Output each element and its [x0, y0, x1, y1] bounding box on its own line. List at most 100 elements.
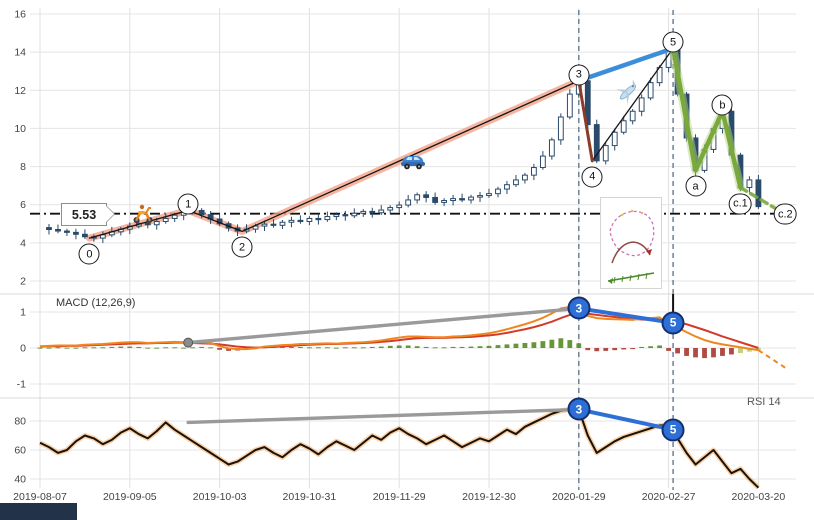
candle-body	[629, 110, 636, 122]
candle-body	[270, 223, 277, 226]
macd-histogram-bar	[666, 348, 671, 351]
rsi-trendline[interactable]	[186, 407, 581, 425]
macd-histogram-bar	[576, 343, 582, 348]
macd-histogram-bar	[289, 346, 294, 348]
macd-3-5-line[interactable]	[576, 306, 676, 325]
candle-body	[539, 155, 546, 169]
wave-marker-1[interactable]: 1	[177, 193, 199, 215]
macd-histogram-bar	[396, 345, 402, 348]
candle-body	[261, 223, 268, 227]
airplane-icon[interactable]	[613, 77, 643, 107]
macd-marker-5[interactable]: 5	[661, 311, 685, 335]
candle-body	[450, 198, 456, 202]
candle-body	[333, 214, 340, 218]
wave-marker-a[interactable]: a	[685, 175, 707, 197]
macd-histogram-bar	[64, 347, 70, 349]
wave-marker-3[interactable]: 3	[568, 64, 590, 86]
rsi-marker-5[interactable]: 5	[661, 418, 685, 442]
candle-body	[755, 179, 762, 208]
candle-body	[405, 199, 412, 206]
macd-histogram-bar	[342, 347, 348, 349]
candle-body	[55, 229, 61, 232]
candle-body	[144, 222, 151, 226]
candle-body	[486, 193, 492, 197]
macd-histogram-bar	[495, 345, 501, 348]
macd-histogram-bar	[163, 347, 169, 349]
macd-histogram-bar	[91, 347, 97, 349]
macd-histogram-bar	[136, 346, 142, 348]
wave-marker-c.1[interactable]: c.1	[729, 193, 752, 215]
x-axis-tick-label: 2020-01-29	[552, 491, 606, 503]
macd-histogram-bar	[100, 347, 106, 349]
macd-histogram-bar	[630, 348, 636, 350]
macd-histogram-bar	[720, 348, 725, 356]
macd-histogram-bar	[540, 341, 546, 348]
candle-body	[73, 231, 79, 235]
macd-histogram-bar	[378, 346, 384, 348]
macd-histogram-bar	[423, 346, 429, 348]
car-icon[interactable]	[400, 151, 426, 171]
wave-marker-2[interactable]: 2	[231, 236, 253, 258]
candle-body	[647, 82, 654, 99]
candle-body	[351, 212, 358, 217]
wave-marker-4[interactable]: 4	[581, 166, 603, 188]
candle-body	[315, 217, 322, 221]
macd-histogram-bar	[459, 346, 465, 348]
candle-body	[288, 219, 295, 223]
macd-histogram-bar	[657, 345, 663, 348]
macd-trendline[interactable]	[186, 306, 581, 345]
scooter-icon[interactable]	[131, 201, 155, 225]
y-axis-tick-label: 4	[20, 237, 26, 249]
y-axis-tick-label: 2	[20, 275, 26, 287]
macd-histogram-bar	[513, 343, 519, 348]
macd-histogram-bar	[405, 345, 411, 348]
candle-body	[531, 167, 537, 176]
candle-body	[495, 188, 501, 195]
macd-histogram-bar	[738, 348, 743, 354]
macd-histogram-bar	[648, 346, 654, 348]
rsi-3-5-line[interactable]	[576, 407, 676, 432]
macd-histogram-bar	[702, 348, 707, 359]
macd-histogram-bar	[118, 346, 124, 348]
y-axis-tick-label: 40	[14, 474, 26, 486]
macd-trendline-anchor[interactable]	[183, 337, 194, 348]
macd-histogram-bar	[360, 347, 366, 349]
candle-body	[171, 214, 178, 219]
wave-marker-5[interactable]: 5	[662, 31, 684, 53]
x-axis-tick-label: 2019-08-07	[13, 491, 67, 503]
y-axis-tick-label: 0	[20, 343, 26, 355]
price-level-tag[interactable]: 5.53	[61, 203, 114, 226]
wave-marker-c.2[interactable]: c.2	[773, 203, 797, 225]
macd-histogram-bar	[684, 348, 689, 356]
macd-histogram-bar	[315, 347, 321, 349]
y-axis-tick-label: 16	[14, 9, 26, 21]
macd-histogram-bar	[441, 347, 447, 349]
wave-marker-0[interactable]: 0	[78, 243, 100, 265]
y-axis-tick-label: 14	[14, 47, 26, 59]
candle-body	[162, 217, 169, 222]
macd-histogram-bar	[585, 348, 591, 351]
rsi-marker-3[interactable]: 3	[567, 397, 591, 421]
candle-body	[566, 93, 573, 118]
candle-body	[477, 195, 483, 198]
x-axis-tick-label: 2019-10-03	[193, 491, 247, 503]
macd-marker-3[interactable]: 3	[567, 296, 591, 320]
candle-body	[153, 220, 160, 226]
rsi-indicator-label: RSI 14	[747, 396, 781, 408]
macd-histogram-bar	[46, 347, 52, 349]
trend-line-wave-3-4	[577, 79, 594, 163]
candle-body	[414, 194, 421, 201]
candle-body	[611, 131, 618, 147]
macd-projection	[757, 349, 786, 369]
macd-histogram-bar	[639, 346, 645, 348]
macd-indicator-label: MACD (12,26,9)	[56, 297, 136, 309]
macd-histogram-bar	[603, 348, 609, 351]
x-axis-tick-label: 2020-03-20	[732, 491, 786, 503]
macd-histogram-bar	[450, 346, 456, 348]
candle-body	[593, 124, 600, 162]
y-axis-tick-label: -1	[17, 379, 26, 391]
wave-marker-b[interactable]: b	[711, 94, 733, 116]
candle-body	[746, 179, 753, 189]
